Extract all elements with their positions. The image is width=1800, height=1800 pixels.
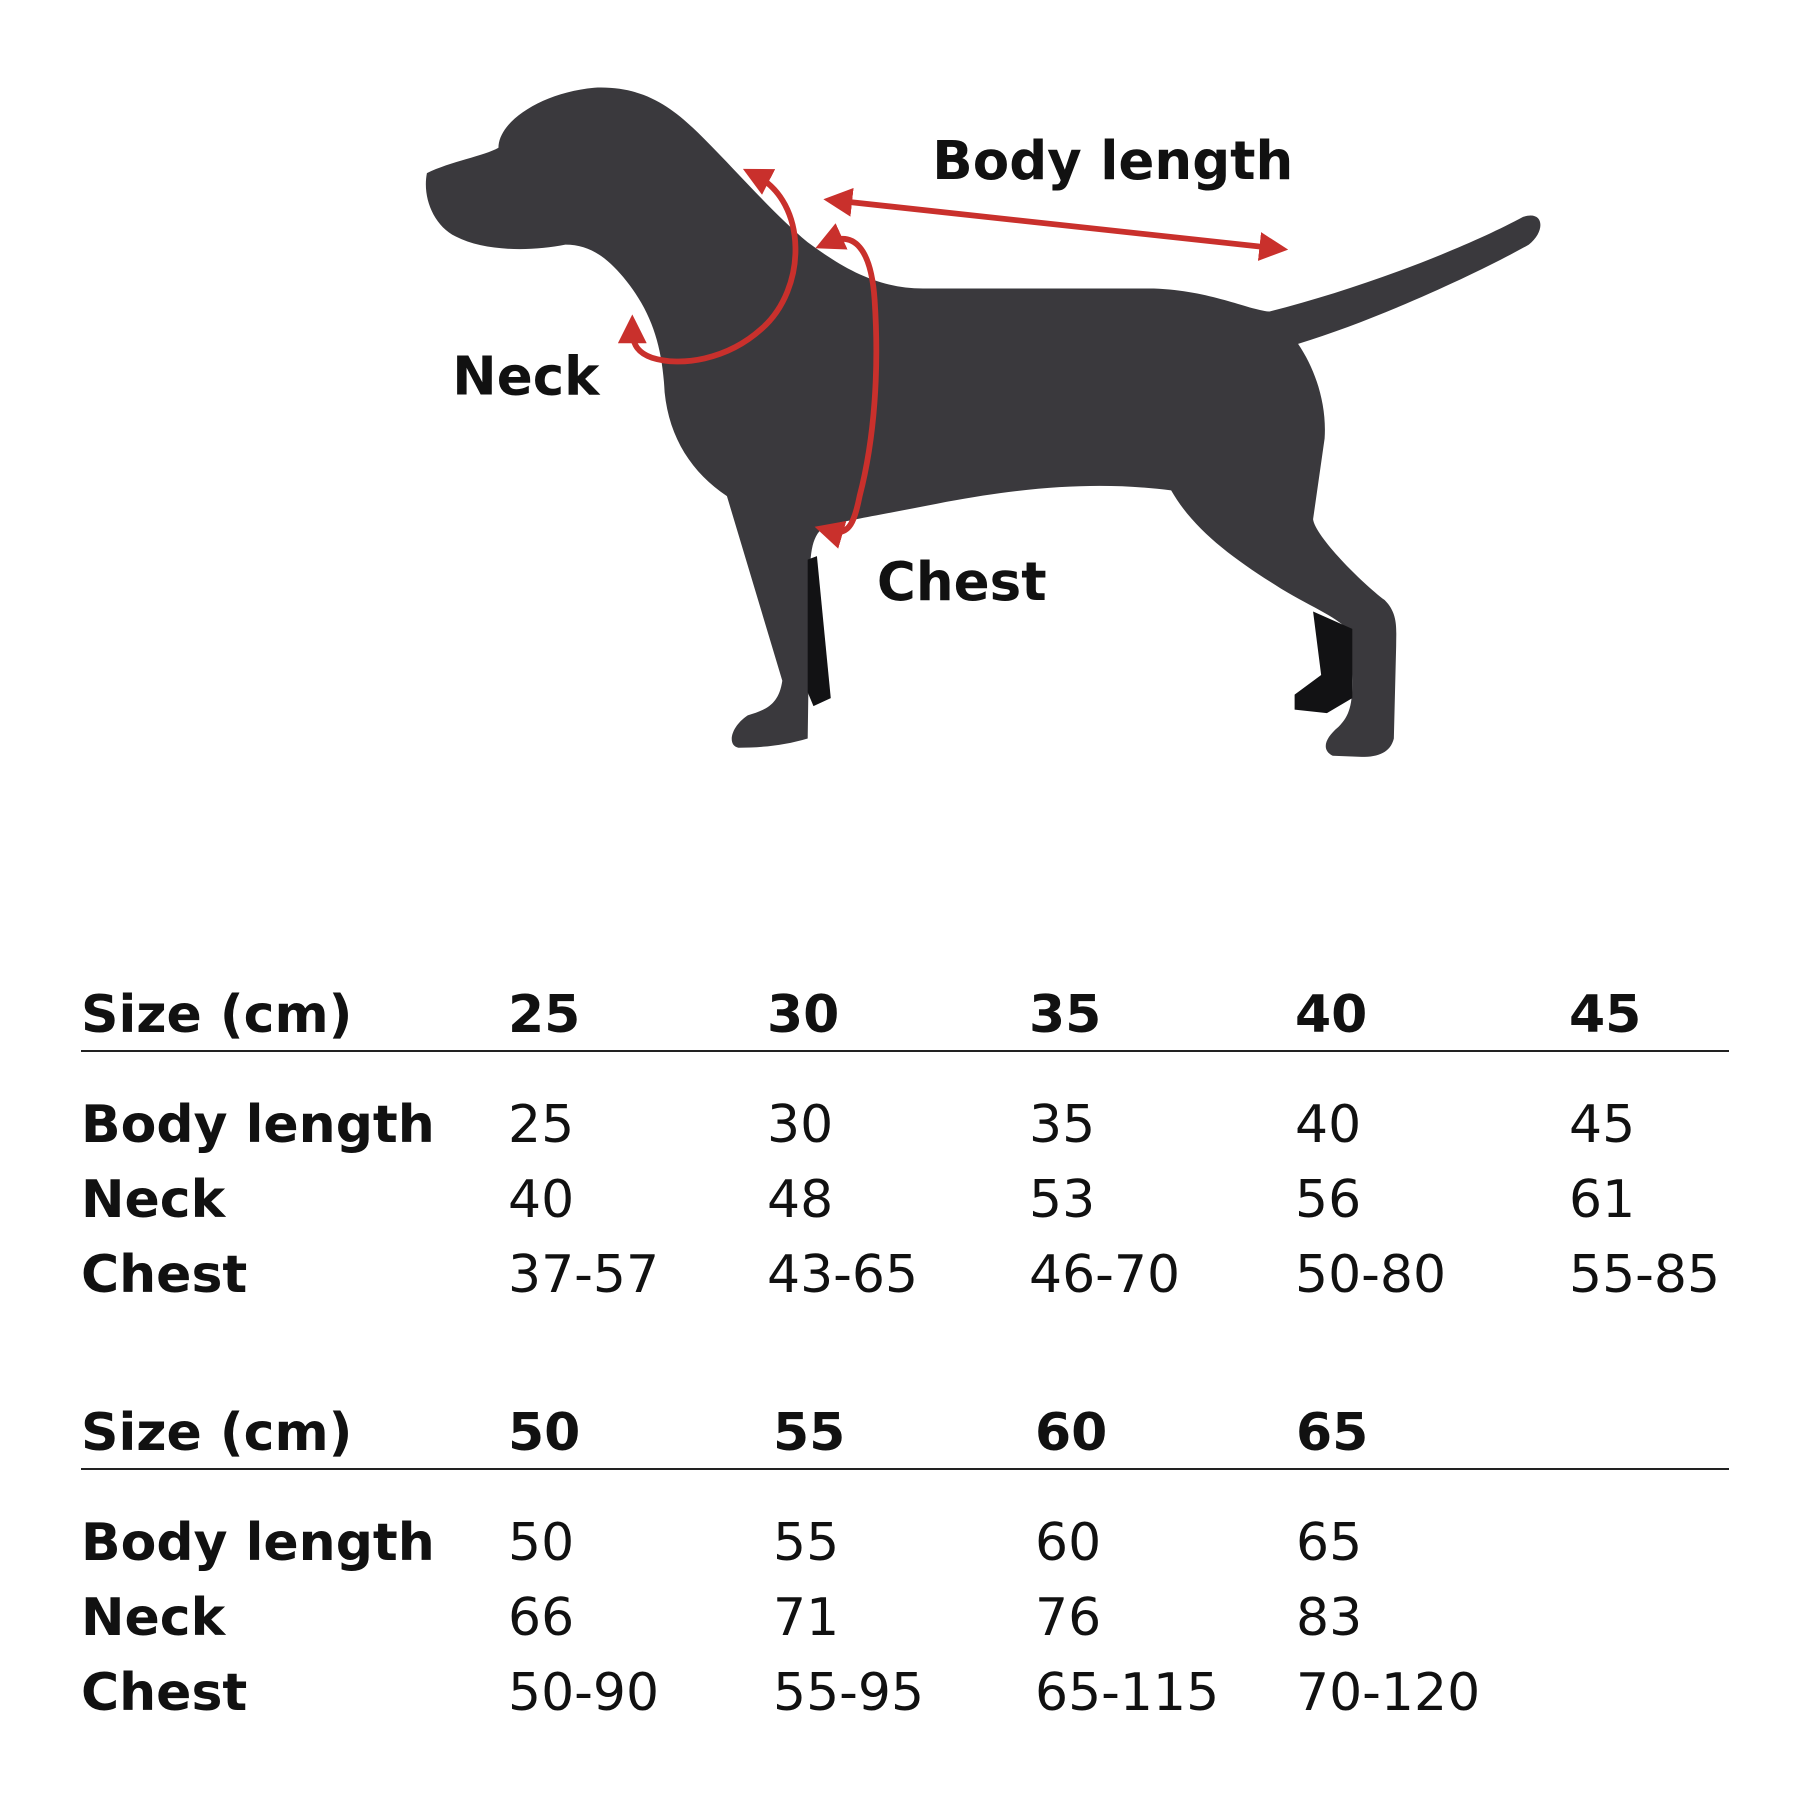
measurement-value: 55-95 (773, 1663, 925, 1723)
measurement-value: 55-85 (1569, 1245, 1721, 1305)
table-row: Chest 50-90 55-95 65-115 70-120 (81, 1658, 1729, 1728)
size-column-header: 35 (1029, 985, 1102, 1045)
measurement-value: 76 (1035, 1588, 1102, 1648)
measurement-value: 48 (767, 1170, 834, 1230)
measurement-value: 46-70 (1029, 1245, 1181, 1305)
measurement-value: 61 (1569, 1170, 1636, 1230)
measurement-value: 70-120 (1296, 1663, 1481, 1723)
size-column-header: 60 (1035, 1403, 1108, 1463)
neck-label: Neck (452, 346, 601, 408)
row-label: Chest (81, 1663, 248, 1723)
measurement-value: 43-65 (767, 1245, 919, 1305)
table-row: Chest 37-57 43-65 46-70 50-80 55-85 (81, 1240, 1729, 1310)
measurement-value: 53 (1029, 1170, 1096, 1230)
measurement-value: 40 (508, 1170, 575, 1230)
size-header-label: Size (cm) (81, 985, 353, 1045)
size-column-header: 40 (1295, 985, 1368, 1045)
size-column-header: 50 (508, 1403, 581, 1463)
chest-label: Chest (877, 551, 1047, 613)
size-column-header: 30 (767, 985, 840, 1045)
measurement-value: 60 (1035, 1513, 1102, 1573)
far-front-leg (807, 556, 831, 707)
measurement-value: 65 (1296, 1513, 1363, 1573)
size-column-header: 65 (1296, 1403, 1369, 1463)
measurement-value: 30 (767, 1095, 834, 1155)
measurement-value: 40 (1295, 1095, 1362, 1155)
row-label: Neck (81, 1170, 226, 1230)
measurement-arrows (617, 168, 1289, 549)
row-label: Chest (81, 1245, 248, 1305)
table-row: Neck 66 71 76 83 (81, 1583, 1729, 1653)
table-row: Body length 25 30 35 40 45 (81, 1090, 1729, 1160)
row-label: Body length (81, 1095, 435, 1155)
size-header-label: Size (cm) (81, 1403, 353, 1463)
header-divider (81, 1468, 1729, 1470)
body-length-label: Body length (932, 130, 1293, 192)
measurement-value: 65-115 (1035, 1663, 1220, 1723)
table-header-row: Size (cm) 25 30 35 40 45 (81, 980, 1729, 1050)
measurement-value: 66 (508, 1588, 575, 1648)
measurement-value: 50-80 (1295, 1245, 1447, 1305)
table-header-row: Size (cm) 50 55 60 65 (81, 1398, 1729, 1468)
measurement-value: 71 (773, 1588, 840, 1648)
size-column-header: 55 (773, 1403, 846, 1463)
measurement-value: 37-57 (508, 1245, 660, 1305)
measurement-value: 45 (1569, 1095, 1636, 1155)
body-length-arrow (823, 187, 1289, 261)
measurement-value: 35 (1029, 1095, 1096, 1155)
measurement-value: 56 (1295, 1170, 1362, 1230)
neck-arrow (617, 168, 799, 365)
table-row: Neck 40 48 53 56 61 (81, 1165, 1729, 1235)
row-label: Neck (81, 1588, 226, 1648)
table-row: Body length 50 55 60 65 (81, 1508, 1729, 1578)
measurement-value: 55 (773, 1513, 840, 1573)
far-rear-leg (1294, 611, 1353, 714)
measurement-value: 50-90 (508, 1663, 660, 1723)
header-divider (81, 1050, 1729, 1052)
measurement-value: 25 (508, 1095, 575, 1155)
row-label: Body length (81, 1513, 435, 1573)
measurement-value: 83 (1296, 1588, 1363, 1648)
size-column-header: 45 (1569, 985, 1642, 1045)
size-column-header: 25 (508, 985, 581, 1045)
measurement-value: 50 (508, 1513, 575, 1573)
